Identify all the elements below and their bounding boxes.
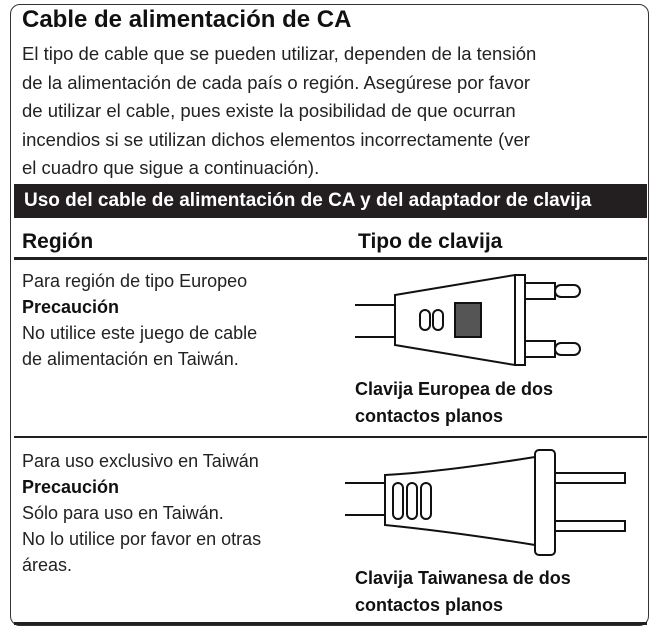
text-line: No lo utilice por favor en otras: [22, 529, 262, 549]
column-header: Tipo de clavija: [358, 230, 503, 253]
text-line: Precaución: [22, 297, 120, 317]
euro-plug-icon: [355, 273, 581, 367]
text-line: Sólo para uso en Taiwán.: [22, 503, 224, 523]
text-line: Clavija Taiwanesa de dos: [355, 568, 571, 588]
region-cell: Para región de tipo Europeo Precaución No …: [22, 268, 257, 372]
row-rule: [14, 436, 647, 438]
text-line: Precaución: [22, 477, 120, 497]
text-line: El tipo de cable que se pueden utilizar,…: [22, 43, 537, 64]
frame: [10, 4, 649, 626]
text-line: contactos planos: [355, 595, 504, 615]
paragraph: El tipo de cable que se pueden utilizar,…: [22, 40, 536, 183]
region-cell: Para uso exclusivo en Taiwán Precaución Só…: [22, 448, 261, 578]
text-line: de utilizar el cable, pues existe la pos…: [22, 100, 516, 121]
text-line: áreas.: [22, 555, 73, 575]
table-caption: Uso del cable de alimentación de CA y de…: [14, 184, 647, 218]
header-rule: [14, 257, 647, 260]
text-line: Para uso exclusivo en Taiwán: [22, 451, 259, 471]
section-title: Cable de alimentación de CA: [22, 6, 352, 33]
plug-label: Clavija Europea de dos contactos planos: [355, 376, 553, 430]
plug-label: Clavija Taiwanesa de dos contactos planos: [355, 565, 571, 619]
text-line: de la alimentación de cada país o región…: [22, 71, 531, 93]
text-line: contactos planos: [355, 406, 504, 426]
text-line: de alimentación en Taiwán.: [22, 349, 239, 369]
text-line: el cuadro que sigue a continuación).: [22, 157, 320, 178]
text-line: No utilice este juego de cable: [22, 323, 258, 343]
column-header: Región: [22, 230, 94, 253]
bottom-rule: [14, 622, 647, 625]
text-line: Clavija Europea de dos: [355, 379, 554, 399]
taiwan-plug-icon: [345, 449, 626, 556]
text-line: incendios si se utilizan dichos elemento…: [22, 128, 530, 150]
text-line: Para región de tipo Europeo: [22, 271, 248, 291]
